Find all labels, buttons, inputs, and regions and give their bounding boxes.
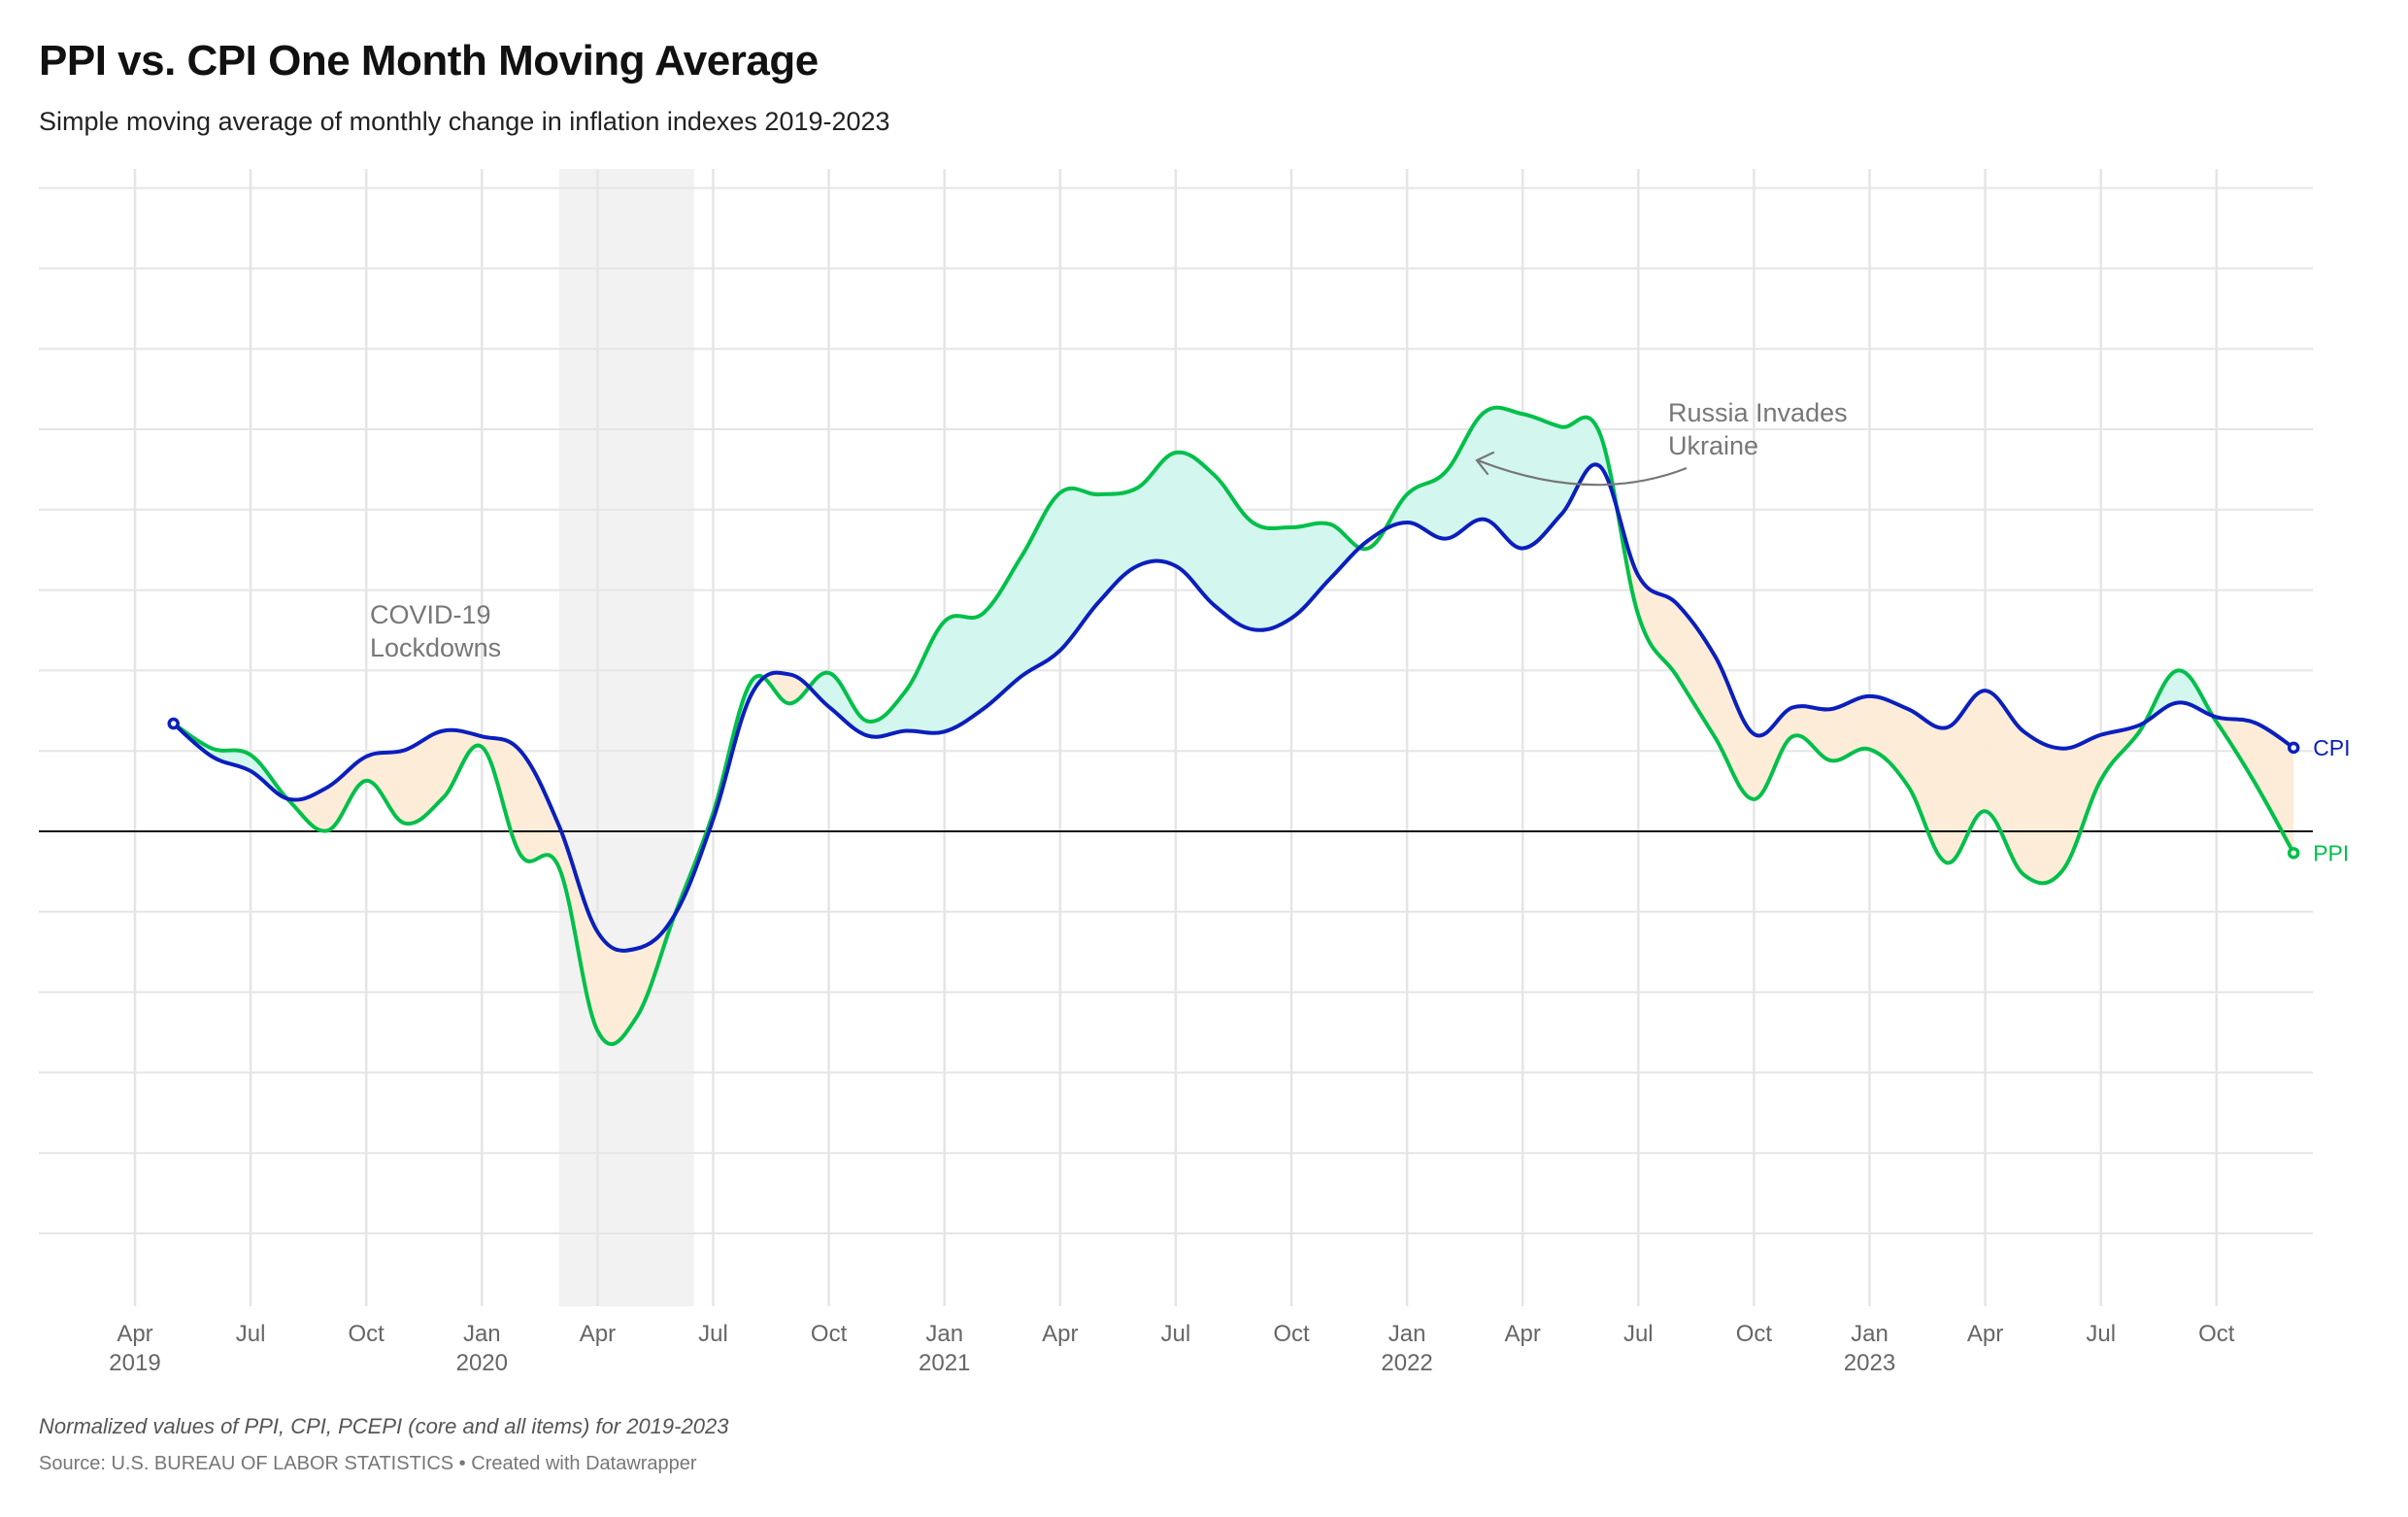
x-tick-label: Jan (925, 1321, 963, 1347)
x-tick-year-label: 2022 (1381, 1350, 1432, 1376)
x-tick-label: Apr (117, 1321, 152, 1347)
series-end-label-ppi: PPI (2313, 840, 2349, 865)
data-point-cpi (2287, 741, 2300, 755)
series-line-ppi (171, 405, 2296, 1047)
highlight-band-layer (558, 169, 694, 1306)
x-tick-label: Apr (1042, 1321, 1078, 1347)
x-tick-label: Apr (580, 1321, 616, 1347)
annotation-russia-invades-ukraine: Ukraine (1668, 431, 1758, 460)
series-end-labels: CPI PPI (2313, 735, 2350, 865)
x-tick-label: Oct (2198, 1321, 2235, 1347)
data-point-cpi (167, 717, 180, 730)
x-tick-year-label: 2021 (919, 1350, 970, 1376)
x-tick-year-label: 2019 (109, 1350, 160, 1376)
series-line-cpi (171, 462, 2296, 953)
chart-source: Source: U.S. BUREAU OF LABOR STATISTICS … (39, 1453, 697, 1474)
annotation-russia-invades-ukraine: Russia Invades (1668, 398, 1848, 427)
x-tick-label: Jan (463, 1321, 501, 1347)
x-tick-label: Jul (236, 1321, 266, 1347)
x-tick-label: Jul (1623, 1321, 1654, 1347)
x-tick-label: Jan (1388, 1321, 1426, 1347)
x-tick-label: Oct (811, 1321, 848, 1347)
annotation-covid-lockdowns: Lockdowns (370, 633, 501, 662)
data-point-ppi (2287, 847, 2300, 860)
chart-title: PPI vs. CPI One Month Moving Average (39, 37, 819, 84)
x-axis-ticks: Apr 2019 Jul Oct Jan 2020 Apr Jul Oct Jan 2021 Apr J… (109, 1321, 2234, 1376)
series-end-label-cpi: CPI (2313, 735, 2350, 760)
annotations-layer: COVID-19 Lockdowns Russia Invades Ukraine (370, 398, 1848, 662)
series-lines-layer (167, 405, 2300, 1047)
arrow-head-icon (1475, 451, 1495, 476)
covid-highlight-band (558, 169, 694, 1306)
x-tick-label: Oct (1736, 1321, 1773, 1347)
x-tick-label: Jul (698, 1321, 728, 1347)
x-tick-label: Jan (1851, 1321, 1889, 1347)
x-tick-label: Oct (349, 1321, 385, 1347)
x-tick-label: Jul (2086, 1321, 2116, 1347)
chart-notes: Normalized values of PPI, CPI, PCEPI (co… (39, 1414, 729, 1438)
x-tick-label: Jul (1161, 1321, 1191, 1347)
x-tick-year-label: 2023 (1844, 1350, 1895, 1376)
annotation-covid-lockdowns: COVID-19 (370, 600, 491, 629)
x-tick-label: Apr (1505, 1321, 1541, 1347)
x-tick-label: Oct (1273, 1321, 1310, 1347)
area-fill-layer (173, 407, 2294, 1045)
annotation-arrow (1477, 458, 1688, 487)
x-tick-year-label: 2020 (456, 1350, 508, 1376)
chart-subtitle: Simple moving average of monthly change … (39, 107, 890, 136)
x-tick-label: Apr (1967, 1321, 2003, 1347)
